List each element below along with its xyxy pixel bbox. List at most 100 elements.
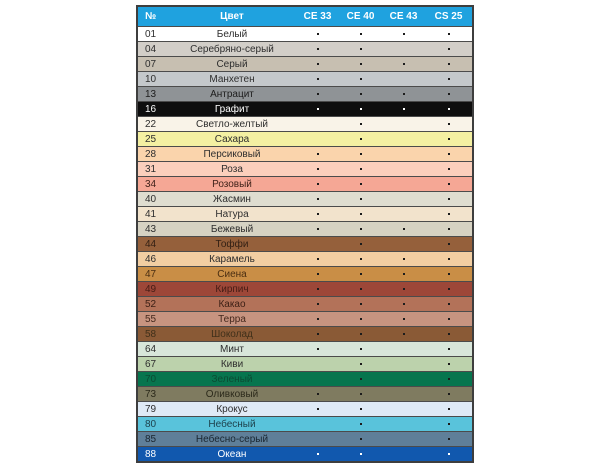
availability-cell-cs25 [425,48,472,50]
availability-dot [447,93,450,95]
availability-cell-cs25 [425,138,472,140]
availability-cell-ce40 [339,243,382,245]
availability-dot [359,423,362,425]
availability-cell-ce43 [382,258,425,260]
availability-dot [447,243,450,245]
availability-dot [359,138,362,140]
availability-dot [359,288,362,290]
availability-cell-ce33 [296,273,339,275]
availability-cell-ce33 [296,288,339,290]
availability-cell-cs25 [425,243,472,245]
availability-cell-ce33 [296,63,339,65]
availability-cell-ce40 [339,123,382,125]
availability-dot [447,288,450,290]
availability-dot [402,303,405,305]
table-row: 31 Роза [138,161,472,176]
availability-dot [316,333,319,335]
availability-dot [447,78,450,80]
availability-cell-ce40 [339,48,382,50]
availability-cell-ce40 [339,438,382,440]
availability-dot [359,453,362,455]
table-row: 16 Графит [138,101,472,116]
row-number: 43 [145,223,157,235]
availability-cell-cs25 [425,408,472,410]
row-number: 79 [145,403,157,415]
row-number: 73 [145,388,157,400]
availability-cell-ce43 [382,288,425,290]
availability-cell-ce33 [296,333,339,335]
availability-dot [447,108,450,110]
row-number: 85 [145,433,157,445]
availability-dot [402,108,405,110]
availability-dot [316,48,319,50]
availability-dot [359,78,362,80]
row-number: 41 [145,208,157,220]
row-number: 34 [145,178,157,190]
availability-cell-cs25 [425,63,472,65]
availability-dot [447,363,450,365]
availability-dot [447,33,450,35]
availability-dot [359,258,362,260]
availability-cell-cs25 [425,438,472,440]
availability-cell-ce40 [339,108,382,110]
availability-dot [447,423,450,425]
availability-cell-ce33 [296,408,339,410]
availability-cell-ce40 [339,288,382,290]
availability-dot [359,378,362,380]
table-header-row: № Цвет CE 33 CE 40 CE 43 CS 25 [138,7,472,26]
table-row: 13 Антрацит [138,86,472,101]
availability-dot [316,303,319,305]
availability-cell-cs25 [425,213,472,215]
availability-cell-ce40 [339,453,382,455]
availability-dot [447,168,450,170]
row-number: 46 [145,253,157,265]
availability-dot [447,213,450,215]
availability-cell-ce33 [296,453,339,455]
color-name: Сахара [214,133,250,145]
row-number: 22 [145,118,157,130]
availability-cell-cs25 [425,33,472,35]
availability-dot [359,228,362,230]
availability-dot [447,273,450,275]
availability-cell-ce33 [296,93,339,95]
availability-cell-ce40 [339,93,382,95]
availability-cell-cs25 [425,348,472,350]
availability-cell-ce33 [296,183,339,185]
color-name: Розовый [212,178,252,190]
availability-dot [402,273,405,275]
availability-dot [359,348,362,350]
availability-dot [316,318,319,320]
availability-cell-ce33 [296,228,339,230]
color-name: Серый [216,58,248,70]
availability-cell-cs25 [425,123,472,125]
availability-dot [359,198,362,200]
availability-cell-cs25 [425,273,472,275]
table-row: 55 Терра [138,311,472,326]
availability-dot [316,288,319,290]
availability-cell-ce40 [339,423,382,425]
table-row: 25 Сахара [138,131,472,146]
color-name: Крокус [216,403,248,415]
row-number: 55 [145,313,157,325]
availability-dot [316,33,319,35]
availability-dot [402,333,405,335]
color-name: Сиена [217,268,247,280]
availability-dot [447,393,450,395]
availability-dot [359,363,362,365]
table-row: 52 Какао [138,296,472,311]
availability-cell-ce40 [339,183,382,185]
availability-dot [316,408,319,410]
color-name: Океан [217,448,247,460]
availability-cell-ce43 [382,333,425,335]
availability-dot [359,303,362,305]
table-row: 58 Шоколад [138,326,472,341]
availability-cell-ce33 [296,108,339,110]
availability-dot [316,198,319,200]
availability-dot [447,378,450,380]
table-row: 28 Персиковый [138,146,472,161]
color-name: Шоколад [211,328,253,340]
availability-dot [316,228,319,230]
availability-cell-ce40 [339,198,382,200]
availability-dot [447,183,450,185]
